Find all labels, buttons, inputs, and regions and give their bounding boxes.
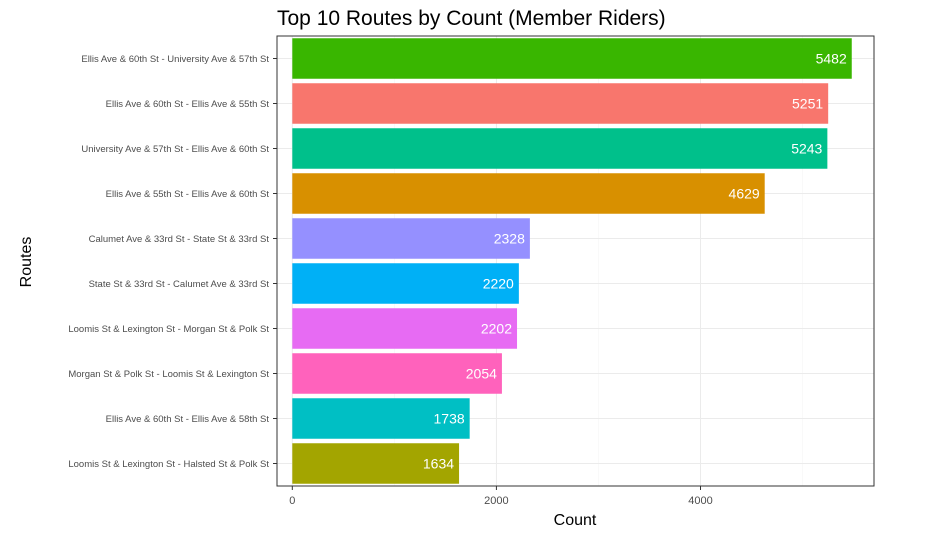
panel-border xyxy=(276,35,875,487)
bar-value-label: 2054 xyxy=(466,366,497,382)
bar xyxy=(292,83,829,124)
bar xyxy=(292,173,765,214)
y-tick-label: Loomis St & Lexington St - Morgan St & P… xyxy=(68,324,269,335)
bar-value-label: 5251 xyxy=(792,96,823,112)
y-tick-label: Calumet Ave & 33rd St - State St & 33rd … xyxy=(89,234,270,245)
bar xyxy=(292,398,470,439)
bar-value-label: 5482 xyxy=(816,51,847,67)
y-tick-label: Ellis Ave & 60th St - University Ave & 5… xyxy=(81,54,269,65)
chart-title: Top 10 Routes by Count (Member Riders) xyxy=(277,7,666,30)
bar-value-label: 1634 xyxy=(423,456,454,472)
y-tick-label: University Ave & 57th St - Ellis Ave & 6… xyxy=(81,144,269,155)
y-axis-title: Routes xyxy=(18,237,35,288)
bar-value-label: 2202 xyxy=(481,321,512,337)
y-tick-label: Ellis Ave & 60th St - Ellis Ave & 55th S… xyxy=(106,99,270,110)
bar xyxy=(292,443,460,484)
bar-value-label: 2220 xyxy=(483,276,514,292)
x-axis-title: Count xyxy=(554,512,597,529)
bar-value-label: 2328 xyxy=(494,231,525,247)
x-tick-label: 2000 xyxy=(484,495,508,507)
y-tick-label: Ellis Ave & 55th St - Ellis Ave & 60th S… xyxy=(106,189,270,200)
bar-value-label: 1738 xyxy=(434,411,465,427)
y-tick-label: Ellis Ave & 60th St - Ellis Ave & 58th S… xyxy=(106,414,270,425)
bar xyxy=(292,38,852,79)
bar xyxy=(292,353,502,394)
bar xyxy=(292,263,519,304)
bar xyxy=(292,308,518,349)
bar xyxy=(292,218,530,259)
x-tick-label: 4000 xyxy=(688,495,712,507)
plot-area: 5482 Ellis Ave & 60th St - University Ave… xyxy=(68,35,875,507)
bar-value-label: 5243 xyxy=(791,141,822,157)
y-tick-label: State St & 33rd St - Calumet Ave & 33rd … xyxy=(89,279,270,290)
bar-value-label: 4629 xyxy=(729,186,760,202)
x-tick-label: 0 xyxy=(289,495,295,507)
y-tick-label: Loomis St & Lexington St - Halsted St & … xyxy=(68,459,269,470)
bar xyxy=(292,128,828,169)
y-tick-label: Morgan St & Polk St - Loomis St & Lexing… xyxy=(68,369,269,380)
